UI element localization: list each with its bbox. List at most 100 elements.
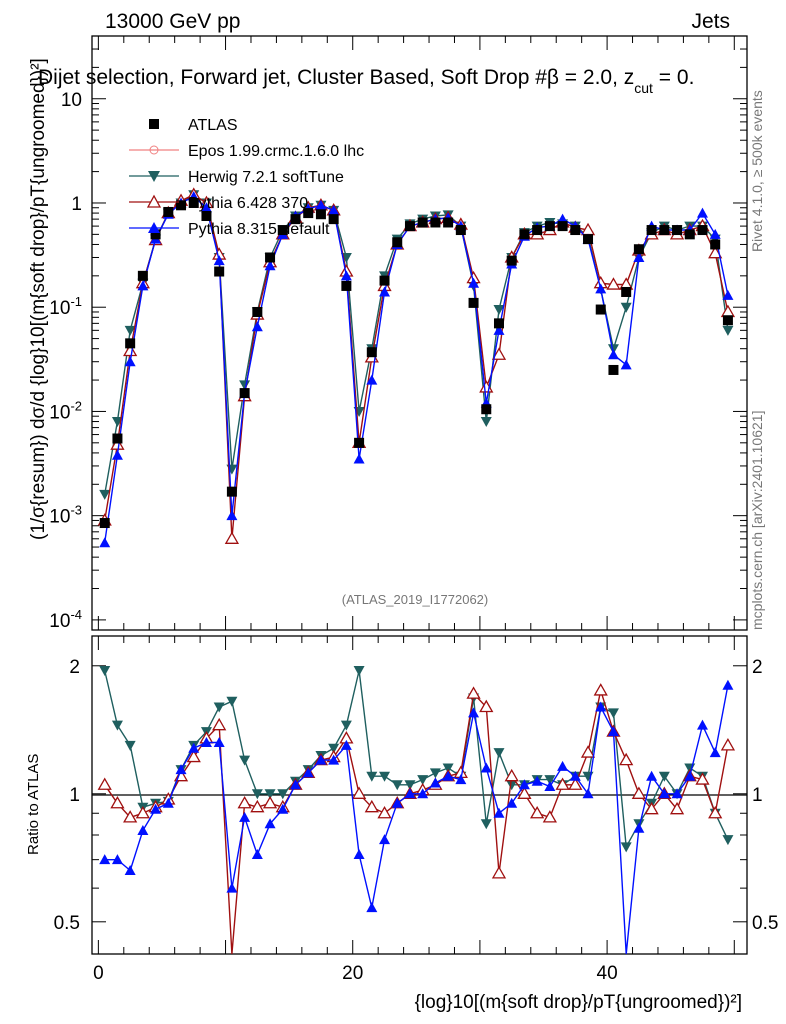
ratio-point-pythia — [289, 779, 301, 790]
main-point-pythia — [110, 437, 125, 450]
main-point-atlas — [672, 225, 683, 236]
ratio-point-pythia — [111, 854, 123, 865]
ratio-point-herwig — [442, 763, 454, 774]
ratio-point-pythia — [619, 752, 634, 766]
main-point-atlas — [710, 239, 721, 250]
main-point-atlas — [176, 200, 187, 211]
main-point-pythia — [493, 324, 505, 335]
ratio-point-pythia — [250, 799, 265, 813]
x-tick-label: 40 — [597, 963, 618, 984]
main-series-group — [97, 187, 736, 548]
legend: ATLAS Epos 1.99.crmc.1.6.0 lhc Herwig 7.… — [129, 117, 364, 238]
ratio-point-pythia — [720, 738, 736, 751]
ratio-y-tick-label: 1 — [69, 785, 80, 806]
main-point-atlas — [214, 266, 225, 277]
ratio-point-pythia — [633, 822, 645, 833]
ratio-point-pythia — [580, 745, 596, 758]
ratio-point-herwig — [391, 780, 403, 791]
main-point-atlas — [265, 252, 276, 263]
main-point-atlas — [163, 206, 174, 217]
rivet-version-label: Rivet 4.1.0, ≥ 500k events — [749, 90, 765, 252]
main-y-tick-label: 10-2 — [49, 398, 82, 423]
ratio-point-pythia — [479, 699, 494, 713]
main-point-pythia — [468, 277, 480, 288]
main-point-herwig — [620, 302, 632, 313]
main-point-pythia — [491, 347, 507, 360]
main-y-tick-label: 10-4 — [49, 607, 82, 632]
main-point-pythia — [709, 228, 721, 239]
legend-label: ATLAS — [188, 117, 238, 134]
ratio-point-pythia — [162, 797, 174, 808]
category-label: Jets — [691, 10, 730, 33]
ratio-point-herwig — [239, 755, 251, 766]
main-point-atlas — [252, 306, 263, 317]
ratio-point-herwig — [111, 720, 123, 731]
main-point-atlas — [226, 486, 237, 497]
main-point-pythia — [123, 343, 138, 357]
ratio-point-herwig — [213, 702, 225, 713]
ratio-point-pythia — [175, 764, 187, 775]
main-point-pythia — [213, 255, 225, 266]
main-point-pythia — [111, 449, 123, 460]
main-point-herwig — [722, 325, 734, 336]
main-point-atlas — [303, 208, 314, 219]
legend-label: Pythia 6.428 370 — [188, 195, 308, 212]
ratio-point-pythia — [200, 737, 212, 748]
main-point-pythia — [633, 251, 645, 262]
main-point-pythia — [340, 270, 352, 281]
ratio-point-pythia — [569, 770, 581, 781]
ratio-point-pythia — [340, 739, 352, 750]
ratio-line-pythia — [104, 690, 729, 955]
ratio-point-pythia — [455, 774, 467, 785]
ratio-point-pythia — [277, 803, 289, 814]
main-point-atlas — [544, 221, 555, 232]
main-point-pythia — [124, 356, 136, 367]
ratio-point-herwig — [544, 775, 556, 786]
main-point-atlas — [455, 225, 466, 236]
ratio-point-pythia — [466, 686, 481, 699]
ratio-point-pythia — [593, 683, 608, 696]
main-point-atlas — [417, 217, 428, 228]
ratio-point-pythia — [351, 786, 367, 799]
main-point-atlas — [99, 518, 110, 529]
ratio-point-pythia — [607, 726, 619, 737]
main-point-herwig — [99, 489, 111, 500]
ratio-point-herwig — [506, 780, 518, 791]
ratio-point-pythia — [557, 760, 569, 771]
ratio-point-pythia — [595, 701, 607, 712]
ratio-point-pythia — [123, 810, 138, 823]
main-point-atlas — [621, 286, 632, 297]
ratio-point-pythia — [531, 775, 543, 786]
ratio-y-tick-label: 0.5 — [54, 913, 80, 934]
ratio-point-herwig — [404, 780, 416, 791]
main-point-atlas — [150, 229, 161, 240]
main-y-tick-label: 10 — [61, 90, 82, 111]
legend-label: Epos 1.99.crmc.1.6.0 lhc — [188, 143, 364, 160]
main-point-pythia — [708, 245, 723, 259]
main-point-atlas — [481, 404, 492, 415]
main-point-atlas — [570, 225, 581, 236]
ratio-y-tick-label-right: 1 — [752, 785, 763, 806]
ratio-point-pythia — [328, 754, 340, 765]
main-point-herwig — [607, 344, 619, 355]
main-frame — [91, 35, 748, 631]
ratio-point-pythia — [493, 807, 505, 818]
ratio-point-herwig — [429, 768, 441, 779]
ratio-point-pythia — [110, 795, 125, 809]
main-point-pythia — [722, 289, 734, 300]
legend-entry-pythia8: Pythia 8.315 default — [129, 221, 330, 238]
main-point-pythia — [379, 286, 391, 297]
main-point-atlas — [430, 217, 441, 228]
ratio-point-pythia — [468, 707, 480, 718]
legend-entry-herwig: Herwig 7.2.1 softTune — [129, 169, 344, 186]
main-point-pythia — [137, 280, 149, 291]
main-point-atlas — [722, 315, 733, 326]
ratio-point-pythia — [353, 848, 365, 859]
main-point-pythia — [315, 199, 327, 210]
main-point-atlas — [532, 225, 543, 236]
ratio-point-herwig — [493, 748, 505, 759]
ratio-point-pythia — [212, 717, 227, 731]
ratio-point-pythia — [480, 762, 492, 773]
main-point-atlas — [583, 234, 594, 245]
main-y-axis-label: (1/σ{resum}) dσ/d {log}10[(m{soft drop}/… — [28, 58, 49, 540]
